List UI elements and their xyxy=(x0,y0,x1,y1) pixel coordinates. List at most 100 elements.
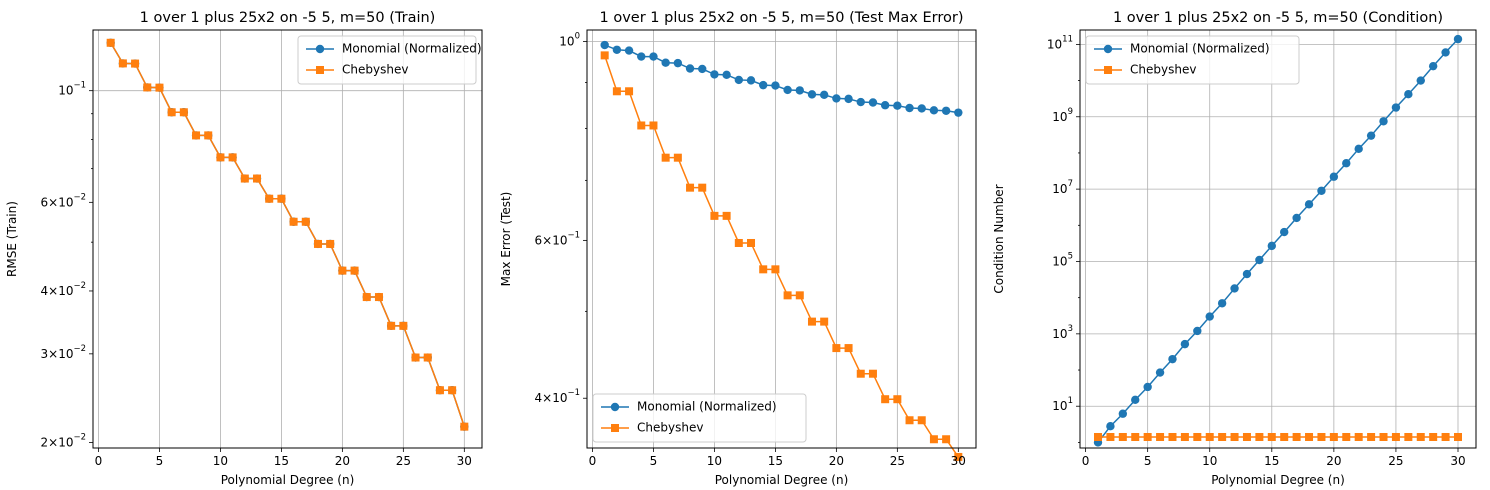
data-point xyxy=(820,317,829,326)
x-tick-label: 15 xyxy=(768,454,783,468)
data-point xyxy=(1454,432,1462,441)
data-point xyxy=(649,52,658,61)
legend-entry-monomial: Monomial (Normalized) xyxy=(306,42,482,56)
series-monomial xyxy=(106,38,469,431)
y-axis-label: Condition Number xyxy=(992,184,1006,293)
legend: Monomial (Normalized) Chebyshev xyxy=(297,35,482,85)
y-tick-label: 4×10−2 xyxy=(40,280,86,297)
y-tick-label: 105 xyxy=(1052,251,1073,268)
data-point xyxy=(844,344,853,353)
x-tick-label: 20 xyxy=(829,454,844,468)
data-point xyxy=(1131,395,1140,405)
data-point xyxy=(1218,432,1227,441)
data-point xyxy=(1255,255,1264,265)
data-point xyxy=(131,59,140,68)
data-point xyxy=(1342,159,1351,168)
data-point xyxy=(807,90,817,99)
data-point xyxy=(771,265,780,274)
legend-marker xyxy=(611,424,619,432)
data-point xyxy=(313,239,322,248)
data-point xyxy=(1453,34,1463,44)
chart-panel-3: 0 5 10 15 20 25 30 Polynomial Degree (n) 1011 109… xyxy=(992,10,1477,487)
x-tick-label: 5 xyxy=(650,454,658,468)
data-point xyxy=(1131,432,1140,441)
x-tick-label: 30 xyxy=(1450,454,1465,468)
data-point xyxy=(905,103,914,113)
data-point xyxy=(759,80,768,90)
legend-marker xyxy=(315,44,325,54)
data-point xyxy=(1118,409,1128,418)
data-point xyxy=(783,291,792,300)
data-point xyxy=(698,64,707,74)
legend-label: Monomial (Normalized) xyxy=(637,400,777,414)
x-tick-label: 20 xyxy=(1326,454,1341,468)
series-chebyshev xyxy=(600,51,963,461)
x-tick-label: 10 xyxy=(1202,454,1217,468)
data-point xyxy=(734,75,744,85)
data-point xyxy=(917,104,926,113)
grid xyxy=(1080,30,1476,448)
data-point xyxy=(1143,382,1152,392)
data-point xyxy=(167,108,176,117)
data-point xyxy=(1280,227,1289,237)
data-point xyxy=(143,83,152,92)
data-point xyxy=(624,46,634,55)
y-tick-label: 109 xyxy=(1052,106,1073,123)
data-point xyxy=(1354,144,1363,154)
y-tick-label: 1011 xyxy=(1047,34,1073,51)
legend-marker xyxy=(1104,66,1112,74)
data-point xyxy=(1366,131,1376,140)
data-point xyxy=(905,416,914,425)
data-point xyxy=(1205,432,1214,441)
data-point xyxy=(1404,90,1413,99)
data-point xyxy=(819,90,829,100)
data-point xyxy=(1416,432,1425,441)
data-point xyxy=(941,106,951,115)
data-point xyxy=(795,86,804,95)
legend-box xyxy=(1085,35,1300,85)
data-point xyxy=(600,51,609,60)
data-point xyxy=(411,353,420,362)
y-tick-label: 107 xyxy=(1052,179,1073,196)
series-chebyshev xyxy=(1094,432,1462,441)
data-point xyxy=(1329,172,1339,181)
data-point xyxy=(686,183,695,192)
data-point xyxy=(1168,432,1177,441)
legend-marker xyxy=(1103,44,1113,54)
data-point xyxy=(1317,186,1326,195)
grid xyxy=(93,30,482,448)
x-tick-label: 25 xyxy=(1388,454,1403,468)
legend-box xyxy=(592,393,807,443)
data-point xyxy=(460,422,469,431)
series-line xyxy=(1097,38,1459,443)
data-point xyxy=(698,183,707,192)
data-point xyxy=(661,58,670,67)
y-axis-label: Max Error (Test) xyxy=(499,192,513,287)
data-point xyxy=(1106,432,1115,441)
x-tick-label: 25 xyxy=(890,454,905,468)
legend-entry-chebyshev: Chebyshev xyxy=(601,421,703,435)
data-point xyxy=(1205,312,1214,321)
data-point xyxy=(917,416,926,425)
data-point xyxy=(1168,354,1177,364)
data-point xyxy=(1342,432,1351,441)
x-tick-label: 30 xyxy=(951,454,966,468)
data-point xyxy=(1217,299,1227,308)
series-monomial xyxy=(1093,34,1463,447)
data-point xyxy=(661,153,670,162)
x-tick-label: 20 xyxy=(335,454,350,468)
data-point xyxy=(612,45,622,54)
data-point xyxy=(637,121,646,130)
chart-panel-1: 0 5 10 15 20 25 30 Polynomial Degree (n) 10−1 6×1… xyxy=(5,10,483,487)
data-point xyxy=(1118,432,1127,441)
legend-marker xyxy=(316,66,324,74)
legend-entry-chebyshev: Chebyshev xyxy=(1094,63,1196,77)
data-point xyxy=(240,174,249,183)
data-point xyxy=(387,321,396,330)
legend-label: Chebyshev xyxy=(637,421,703,435)
data-point xyxy=(216,153,225,162)
legend-box xyxy=(297,35,477,85)
data-point xyxy=(710,211,719,220)
x-tick-label: 15 xyxy=(274,454,289,468)
